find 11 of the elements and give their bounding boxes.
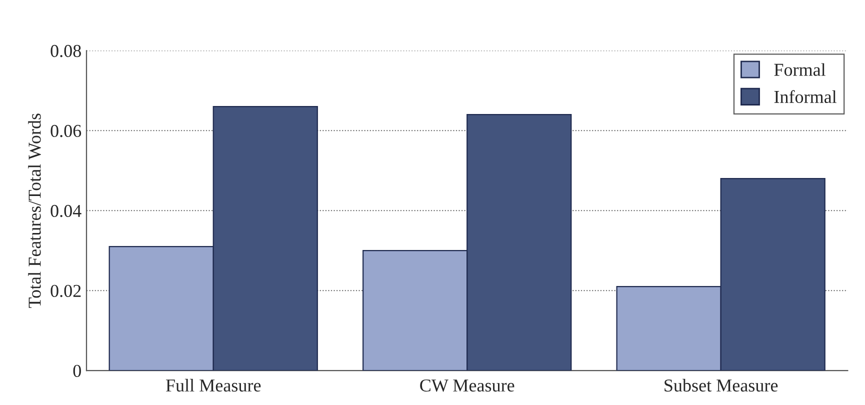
- y-tick-label: 0.06: [50, 124, 82, 138]
- y-tick-label: 0.04: [50, 204, 82, 218]
- y-tick-label: 0.02: [50, 284, 81, 298]
- x-tick-label: CW Measure: [420, 379, 514, 392]
- y-tick-label: 0.08: [50, 44, 81, 58]
- x-tick-label: Full Measure: [166, 378, 261, 392]
- legend-label: Informal: [774, 90, 837, 104]
- x-tick-label: Subset Measure: [664, 378, 778, 392]
- y-axis-title: Total Features/Total Words: [28, 114, 41, 308]
- legend-label: Formal: [774, 63, 826, 76]
- y-tick-label: 0: [73, 364, 81, 378]
